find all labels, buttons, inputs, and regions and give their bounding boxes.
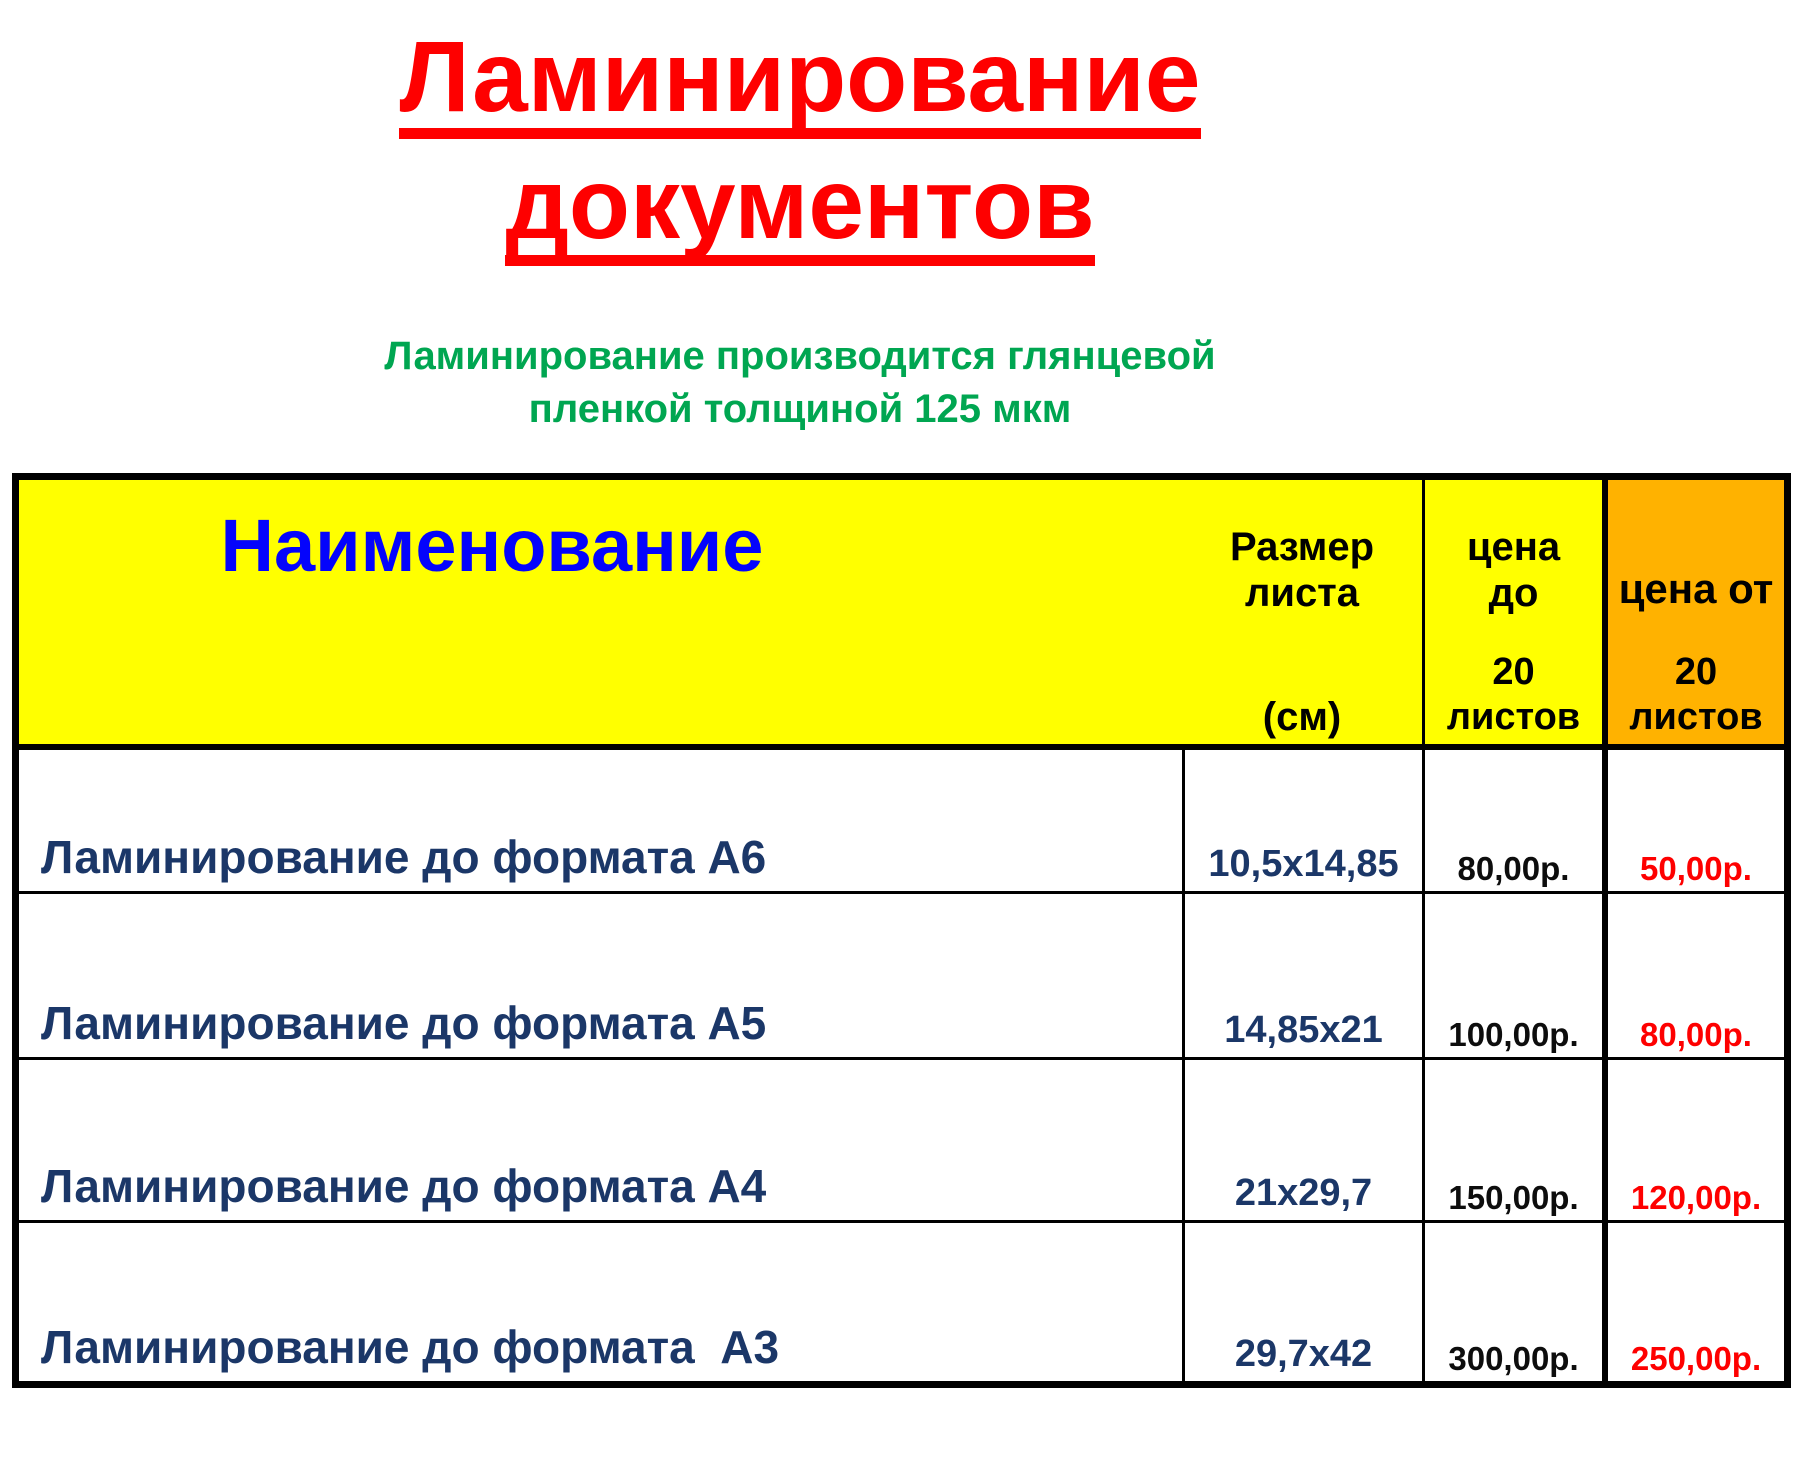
header-price-from-label: цена от: [1618, 565, 1774, 612]
page-title-line2: документов: [0, 153, 1600, 266]
row-a6-name: Ламинирование до формата А6: [19, 750, 1185, 894]
page-subtitle: Ламинирование производится глянцевой пле…: [0, 330, 1600, 436]
header-price-from-qty-label: 20 листов: [1629, 651, 1763, 738]
row-a4-size: 21х29,7: [1185, 1060, 1425, 1223]
header-price-to-label: цена до: [1466, 525, 1561, 615]
row-a6-price-from: 50,00р.: [1608, 750, 1784, 894]
row-a6-price-to: 80,00р.: [1425, 750, 1608, 894]
header-size-label: Размер листа (см): [1182, 480, 1422, 744]
header-cell-price-to: цена до 20 листов: [1425, 480, 1608, 750]
row-a6-size: 10,5х14,85: [1185, 750, 1425, 894]
row-a4-price-from: 120,00р.: [1608, 1060, 1784, 1223]
row-a5-price-from: 80,00р.: [1608, 894, 1784, 1060]
header-cell-price-from: цена от 20 листов: [1608, 480, 1784, 750]
header-size-unit-label: (см): [1262, 695, 1342, 739]
price-table: Наименование Размер листа (см) цена до 2…: [12, 473, 1791, 1388]
row-a5-price-to: 100,00р.: [1425, 894, 1608, 1060]
header-price-to-qty-label: 20 листов: [1446, 651, 1581, 738]
page-title-line1: Ламинирование: [0, 26, 1600, 139]
row-a4-name: Ламинирование до формата А4: [19, 1060, 1185, 1223]
header-size-label-lines: Размер листа: [1229, 525, 1375, 615]
row-a3-price-from: 250,00р.: [1608, 1223, 1784, 1381]
row-a5-name: Ламинирование до формата А5: [19, 894, 1185, 1060]
header-cell-name-and-size: Наименование Размер листа (см): [19, 480, 1425, 750]
header-name-label: Наименование: [220, 504, 764, 587]
row-a3-size: 29,7х42: [1185, 1223, 1425, 1381]
row-a3-price-to: 300,00р.: [1425, 1223, 1608, 1381]
row-a3-name: Ламинирование до формата А3: [19, 1223, 1185, 1381]
page-subtitle-line2: пленкой толщиной 125 мкм: [528, 387, 1072, 431]
row-a5-size: 14,85х21: [1185, 894, 1425, 1060]
row-a4-price-to: 150,00р.: [1425, 1060, 1608, 1223]
page-subtitle-line1: Ламинирование производится глянцевой: [384, 334, 1216, 378]
page-title: Ламинирование документов: [0, 26, 1600, 280]
